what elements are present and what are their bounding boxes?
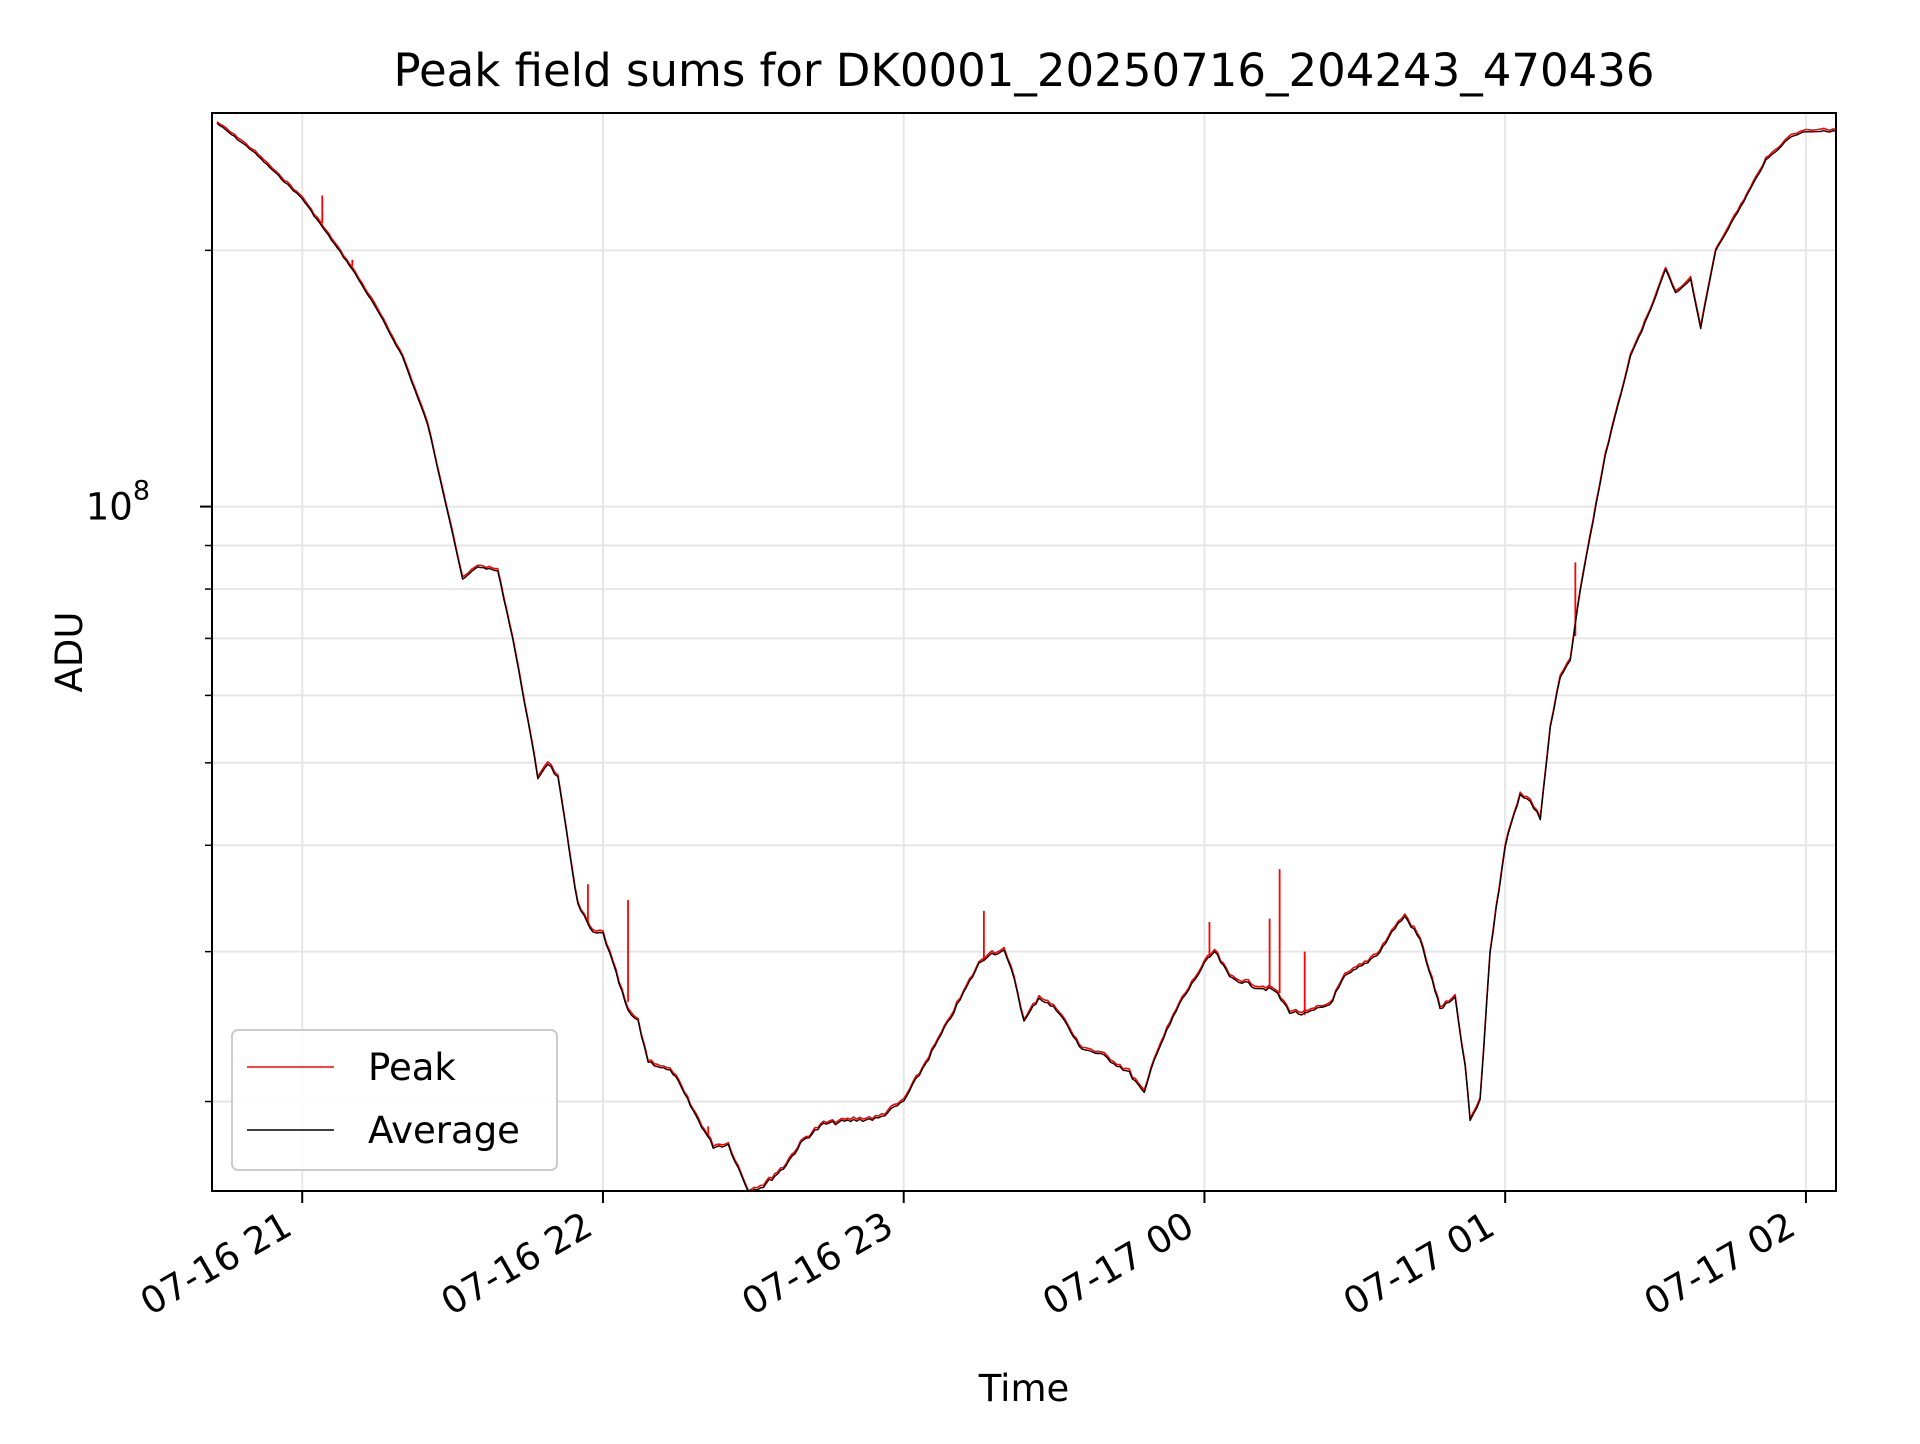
legend-average-label: Average: [368, 1109, 520, 1152]
legend-box: [231, 1029, 558, 1171]
legend: Peak Average: [231, 1029, 558, 1171]
chart-title: Peak field sums for DK0001_20250716_2042…: [393, 44, 1654, 97]
svg-text:108: 108: [86, 476, 150, 529]
legend-peak-label: Peak: [368, 1046, 456, 1089]
y-axis-label: ADU: [48, 612, 91, 693]
average-series-line: [216, 122, 1836, 1191]
y-tick-base: 10: [86, 486, 133, 529]
y-tick-label-1e8: 108: [86, 476, 150, 529]
y-tick-exponent: 8: [133, 476, 150, 507]
x-axis-label: Time: [978, 1367, 1070, 1410]
plot-frame: [211, 112, 1837, 1192]
series-layer: [216, 121, 1836, 1191]
